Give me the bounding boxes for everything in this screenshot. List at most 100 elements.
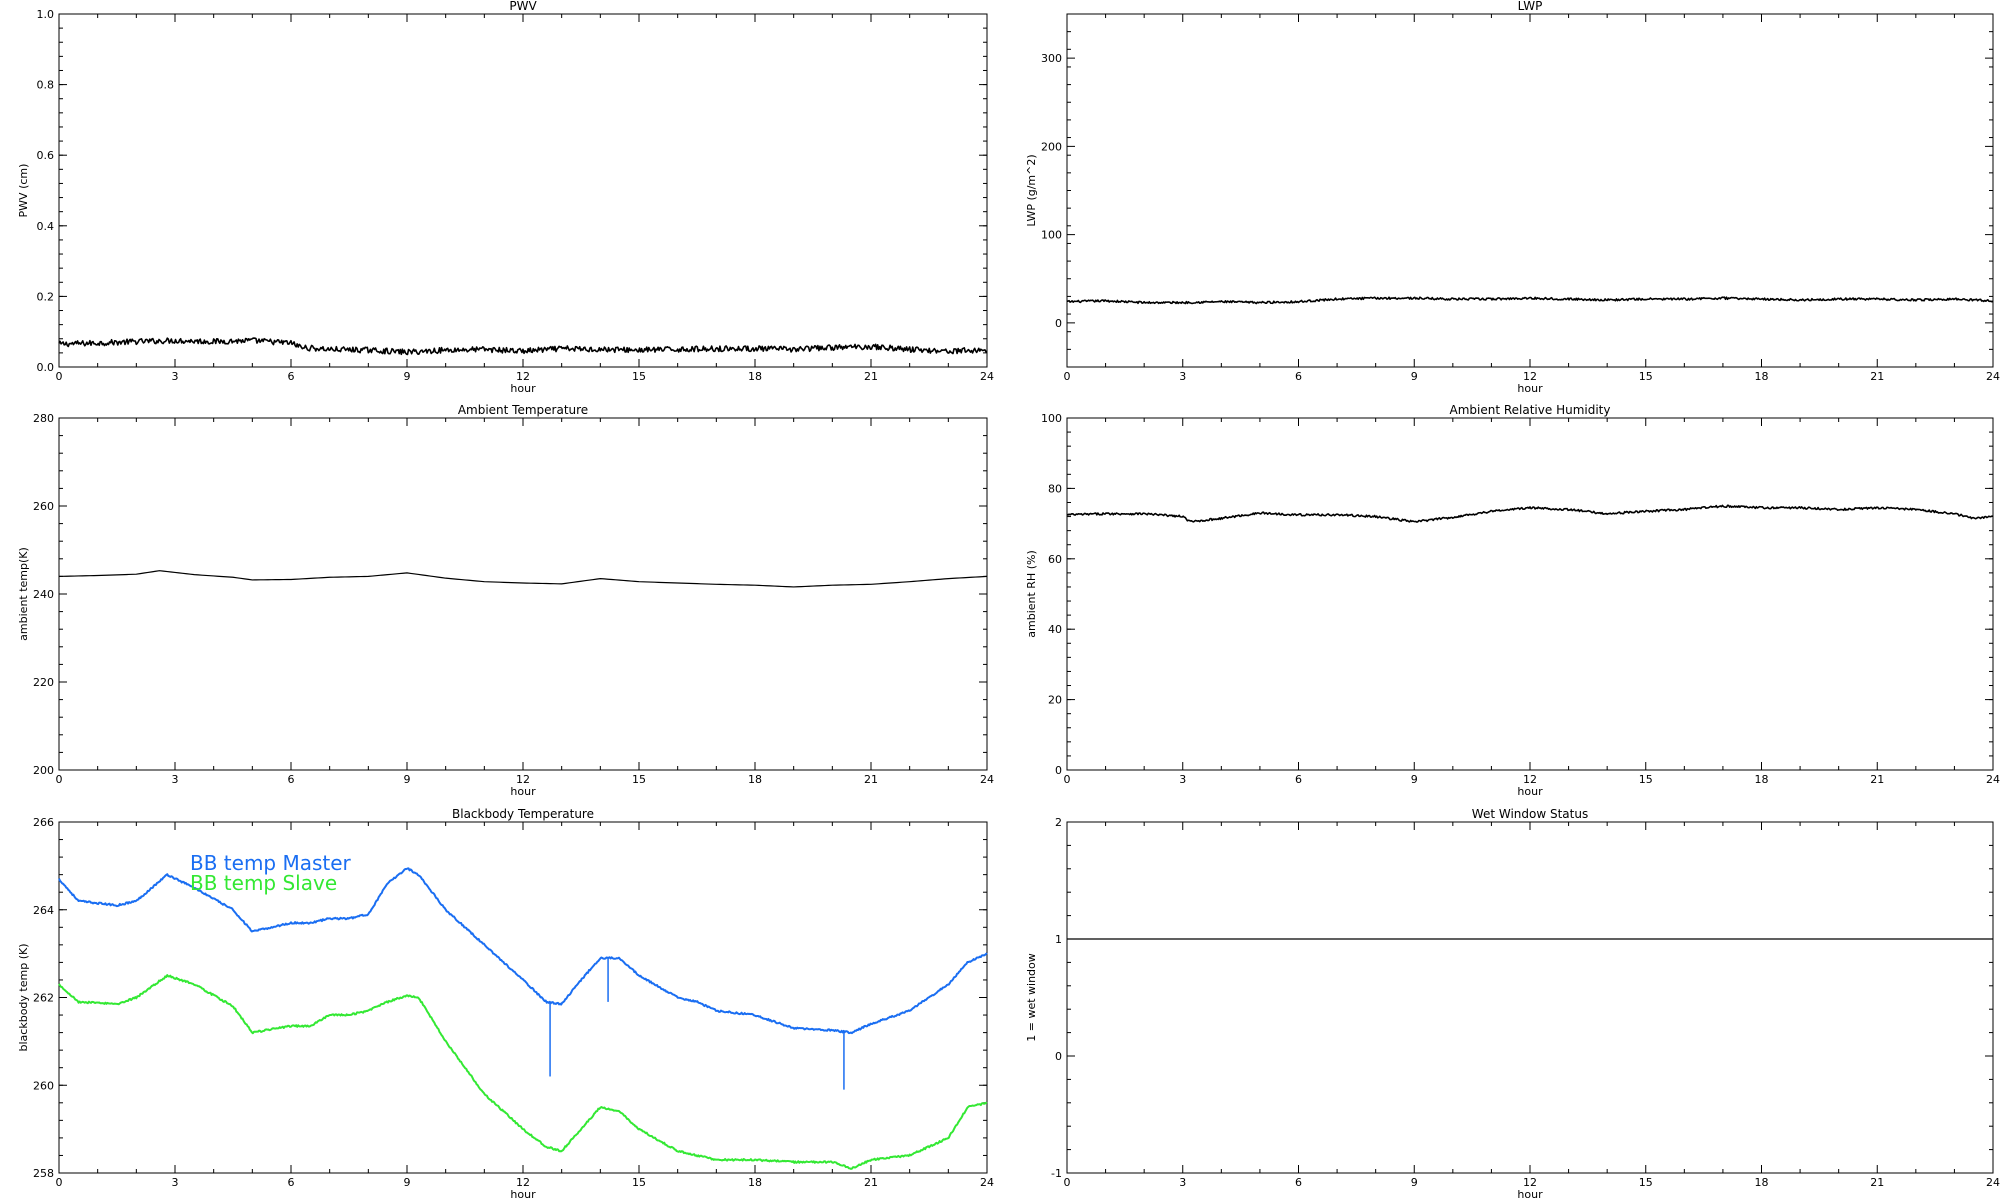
x-tick-label: 15 <box>632 773 646 786</box>
x-tick-label: 18 <box>1755 1176 1769 1189</box>
y-tick-label: 0.6 <box>37 149 55 162</box>
x-tick-label: 9 <box>1411 370 1418 383</box>
y-tick-label: 300 <box>1041 52 1062 65</box>
y-tick-label: 0.8 <box>37 79 55 92</box>
x-tick-label: 15 <box>1639 370 1653 383</box>
y-tick-label: 20 <box>1048 694 1062 707</box>
x-tick-label: 24 <box>1986 773 2000 786</box>
x-tick-label: 24 <box>1986 1176 2000 1189</box>
x-tick-label: 21 <box>1870 1176 1884 1189</box>
x-tick-label: 3 <box>172 773 179 786</box>
y-tick-label: 100 <box>1041 229 1062 242</box>
plot-frame <box>1066 13 1994 368</box>
x-tick-label: 6 <box>288 773 295 786</box>
y-tick-label: 0 <box>1055 317 1062 330</box>
y-tick-label: 0.2 <box>37 290 55 303</box>
y-tick-label: 200 <box>1041 140 1062 153</box>
y-axis-label: PWV (cm) <box>17 164 30 218</box>
x-tick-label: 6 <box>288 370 295 383</box>
x-tick-label: 24 <box>980 773 994 786</box>
y-tick-label: 260 <box>33 500 54 513</box>
x-tick-label: 21 <box>864 773 878 786</box>
legend-entry: BB temp Master <box>190 851 352 875</box>
y-tick-label: 2 <box>1055 816 1062 829</box>
x-tick-label: 12 <box>1523 773 1537 786</box>
lwp-panel: LWP 0 3 6 9 12 15 18 21 24 hour 0 100 200 300 LWP (g/m^… <box>1025 0 2000 395</box>
x-tick-label: 0 <box>1064 773 1071 786</box>
x-tick-label: 3 <box>172 370 179 383</box>
x-tick-label: 0 <box>56 1176 63 1189</box>
x-tick-label: 21 <box>864 370 878 383</box>
y-tick-label: 258 <box>33 1167 54 1180</box>
x-tick-label: 9 <box>404 1176 411 1189</box>
y-axis-label: ambient RH (%) <box>1025 550 1038 638</box>
x-tick-label: 3 <box>172 1176 179 1189</box>
y-axis-label: ambient temp(K) <box>17 547 30 641</box>
x-axis-label: hour <box>510 382 536 395</box>
y-tick-label: 0 <box>1055 764 1062 777</box>
x-tick-label: 12 <box>1523 370 1537 383</box>
y-tick-label: 266 <box>33 816 54 829</box>
x-tick-label: 3 <box>1179 370 1186 383</box>
y-tick-label: 0 <box>1055 1050 1062 1063</box>
x-axis-label: hour <box>1517 382 1543 395</box>
x-tick-label: 12 <box>516 773 530 786</box>
x-tick-label: 18 <box>748 1176 762 1189</box>
y-tick-label: 280 <box>33 412 54 425</box>
x-tick-label: 6 <box>1295 1176 1302 1189</box>
x-tick-label: 0 <box>1064 370 1071 383</box>
x-tick-label: 21 <box>864 1176 878 1189</box>
x-tick-label: 18 <box>1755 370 1769 383</box>
series-line-bb-temp-slave <box>58 974 988 1170</box>
y-tick-label: 100 <box>1041 412 1062 425</box>
y-tick-label: 262 <box>33 992 54 1005</box>
plot-frame <box>1066 417 1994 771</box>
x-tick-label: 24 <box>980 1176 994 1189</box>
y-tick-label: 1 <box>1055 933 1062 946</box>
x-tick-label: 9 <box>1411 1176 1418 1189</box>
y-tick-label: 0.0 <box>37 361 55 374</box>
series-line <box>1066 296 1994 305</box>
plot-frame <box>1066 821 1994 1174</box>
legend-entry: BB temp Slave <box>190 871 337 895</box>
y-axis-label: LWP (g/m^2) <box>1025 154 1038 226</box>
x-tick-label: 0 <box>1064 1176 1071 1189</box>
x-tick-label: 6 <box>288 1176 295 1189</box>
x-tick-label: 3 <box>1179 773 1186 786</box>
x-tick-label: 18 <box>748 773 762 786</box>
x-tick-label: 6 <box>1295 773 1302 786</box>
ambient-temp-panel: Ambient Temperature 0 3 6 9 12 15 18 21 24 hour 200… <box>17 403 994 798</box>
y-tick-label: 220 <box>33 676 54 689</box>
x-axis-label: hour <box>510 1188 536 1200</box>
chart-title: Ambient Temperature <box>458 403 588 417</box>
x-tick-label: 9 <box>404 773 411 786</box>
y-tick-label: 60 <box>1048 553 1062 566</box>
y-tick-label: 1.0 <box>37 8 55 21</box>
series-line-bb-temp-master <box>58 867 988 1035</box>
y-tick-label: -1 <box>1051 1167 1062 1180</box>
x-tick-label: 3 <box>1179 1176 1186 1189</box>
plot-frame <box>58 417 988 771</box>
x-tick-label: 0 <box>56 773 63 786</box>
ambient-rh-panel: Ambient Relative Humidity 0 3 6 9 12 15 18 21 24 h… <box>1025 403 2000 798</box>
x-tick-label: 18 <box>1755 773 1769 786</box>
x-tick-label: 12 <box>516 1176 530 1189</box>
y-tick-label: 240 <box>33 588 54 601</box>
x-tick-label: 12 <box>516 370 530 383</box>
y-tick-label: 260 <box>33 1079 54 1092</box>
x-tick-label: 15 <box>632 1176 646 1189</box>
y-axis-label: blackbody temp (K) <box>17 944 30 1052</box>
plot-frame <box>58 13 988 368</box>
x-tick-label: 24 <box>980 370 994 383</box>
series-line <box>1066 504 1994 523</box>
x-tick-label: 0 <box>56 370 63 383</box>
x-tick-label: 15 <box>632 370 646 383</box>
series-line <box>58 570 988 588</box>
chart-title: Blackbody Temperature <box>452 807 594 821</box>
blackbody-temp-panel: Blackbody Temperature 0 3 6 9 12 15 18 21 24 hour 2… <box>17 807 994 1200</box>
y-tick-label: 0.4 <box>37 220 55 233</box>
x-tick-label: 9 <box>1411 773 1418 786</box>
x-tick-label: 21 <box>1870 773 1884 786</box>
